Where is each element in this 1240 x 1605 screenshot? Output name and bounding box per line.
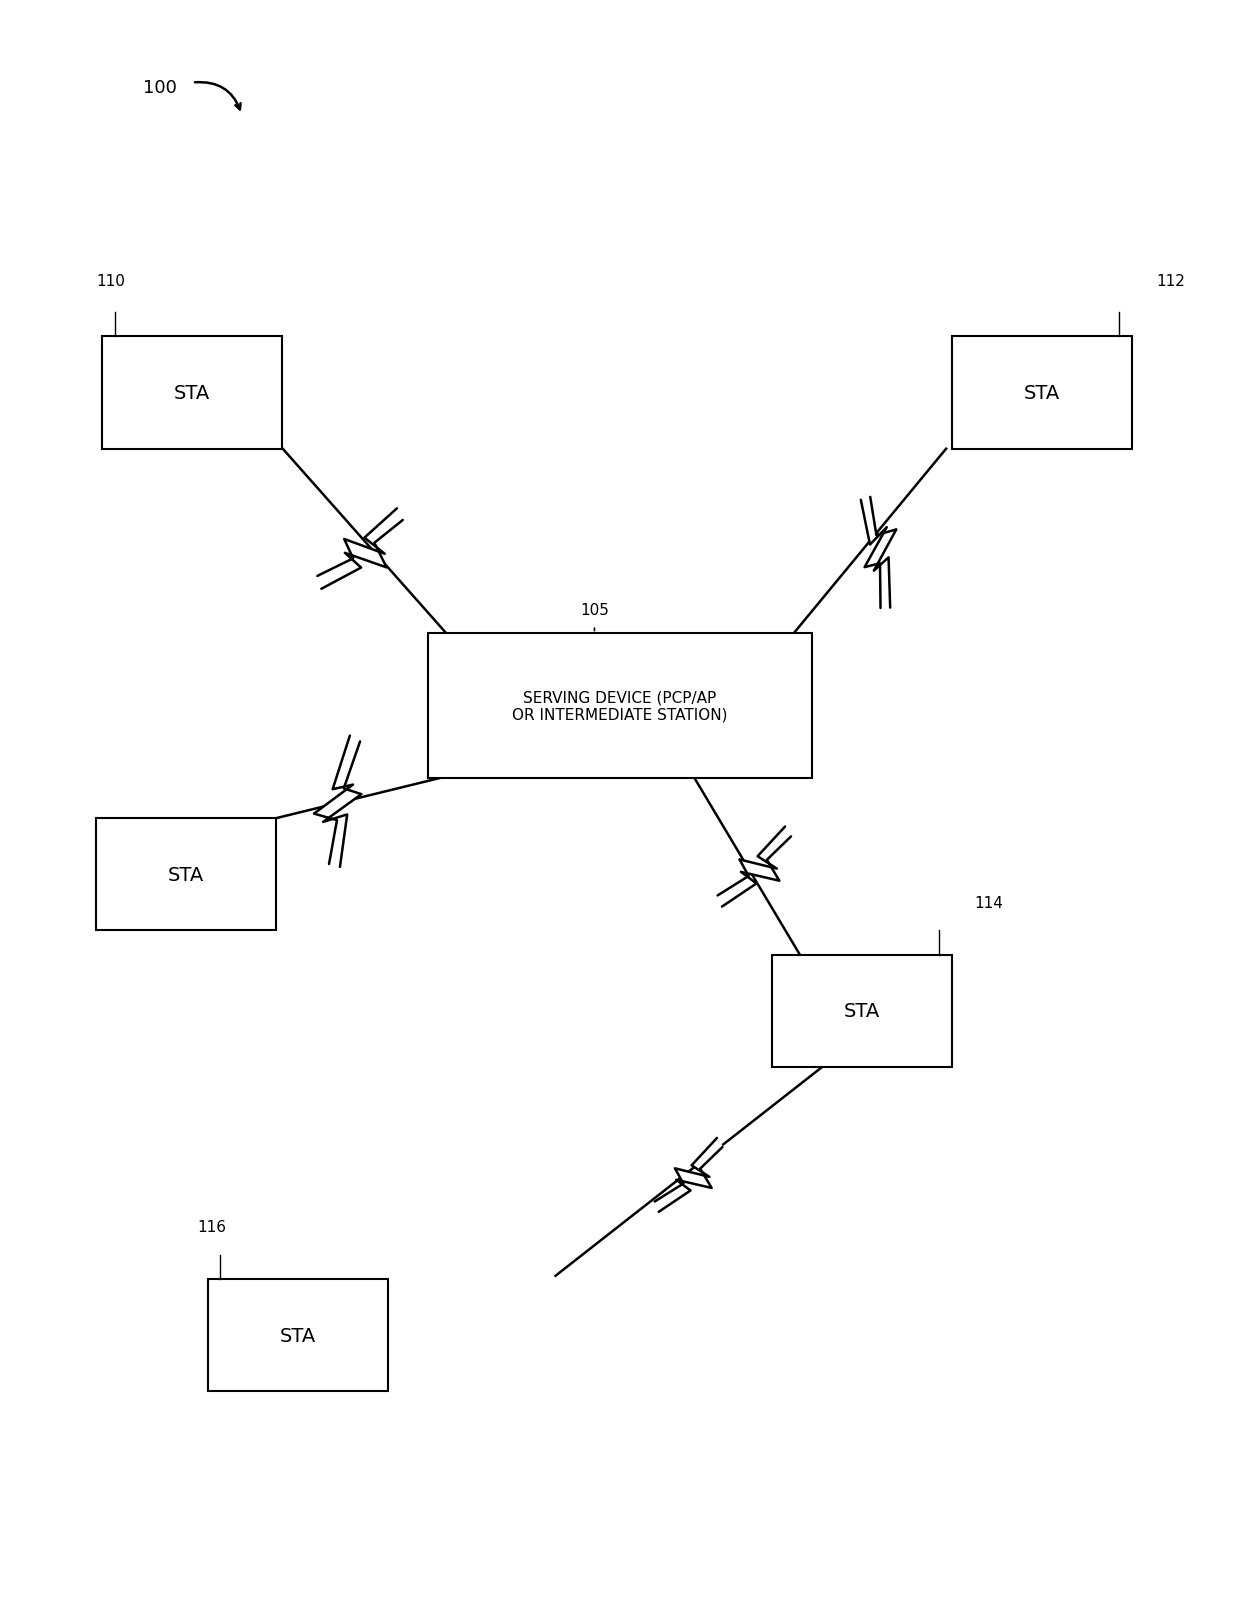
FancyBboxPatch shape — [952, 337, 1131, 449]
Text: 105: 105 — [580, 602, 610, 618]
Polygon shape — [861, 498, 897, 608]
Text: 114: 114 — [975, 896, 1003, 910]
Text: STA: STA — [167, 865, 205, 884]
Text: 116: 116 — [197, 1220, 227, 1234]
Text: 100: 100 — [143, 79, 176, 98]
Polygon shape — [314, 737, 361, 867]
Polygon shape — [718, 827, 791, 907]
FancyBboxPatch shape — [102, 337, 281, 449]
Text: STA: STA — [279, 1326, 316, 1345]
Polygon shape — [317, 509, 403, 589]
Text: STA: STA — [843, 1002, 880, 1021]
Text: 110: 110 — [97, 274, 125, 289]
Text: STA: STA — [174, 384, 211, 403]
FancyBboxPatch shape — [207, 1279, 387, 1392]
Text: 112: 112 — [1156, 274, 1185, 289]
FancyBboxPatch shape — [97, 819, 275, 931]
Text: SERVING DEVICE (PCP/AP
OR INTERMEDIATE STATION): SERVING DEVICE (PCP/AP OR INTERMEDIATE S… — [512, 690, 728, 722]
FancyBboxPatch shape — [428, 634, 812, 778]
FancyBboxPatch shape — [771, 955, 952, 1067]
Polygon shape — [655, 1138, 723, 1212]
Text: STA: STA — [1023, 384, 1060, 403]
